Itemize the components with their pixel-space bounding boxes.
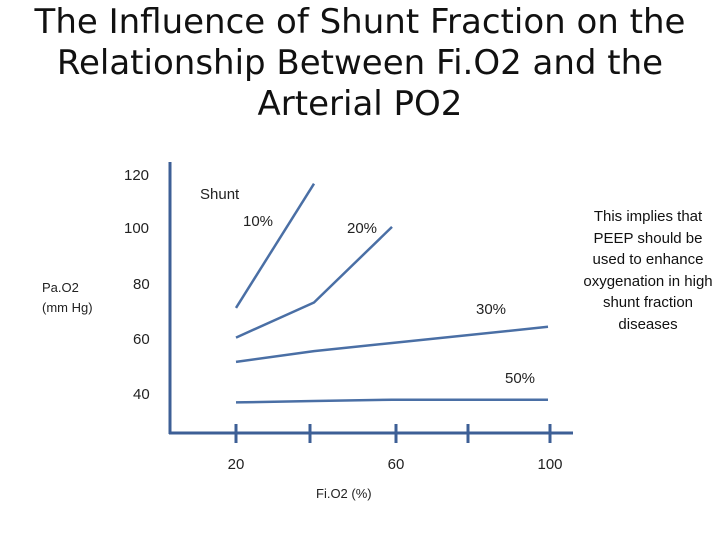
chart-title: The Influence of Shunt Fraction on the R…	[0, 2, 720, 125]
y-tick-labels: 120 100 80 60 40	[124, 167, 150, 403]
x-tick-label: 100	[537, 456, 562, 473]
annotation-note: This implies that PEEP should be used to…	[583, 208, 713, 333]
series-label-10: 10%	[243, 213, 273, 230]
legend-title: Shunt	[200, 186, 240, 203]
y-axis-label-line-1: Pa.O2	[42, 280, 79, 295]
title-line-1: The Influence of Shunt Fraction on the	[34, 2, 686, 42]
axes	[168, 162, 573, 443]
series-label-30: 30%	[476, 301, 506, 318]
x-axis-ticks	[234, 424, 552, 443]
series-line-4	[235, 398, 548, 404]
y-axis-label-line-2: (mm Hg)	[42, 300, 93, 315]
y-tick-label: 80	[133, 276, 150, 293]
series-line-2	[235, 226, 393, 339]
x-tick-label: 20	[228, 456, 245, 473]
series-label-50: 50%	[505, 370, 535, 387]
title-line-3: Arterial PO2	[257, 84, 463, 124]
series-label-20: 20%	[347, 220, 377, 237]
x-tick-labels: 20 60 100	[228, 456, 563, 473]
y-tick-label: 100	[124, 220, 149, 237]
y-tick-label: 60	[133, 331, 150, 348]
y-tick-label: 120	[124, 167, 149, 184]
x-tick-label: 60	[388, 456, 405, 473]
title-line-2: Relationship Between Fi.O2 and the	[56, 43, 664, 83]
series-lines	[234, 183, 549, 404]
series-line-3	[235, 325, 549, 364]
y-tick-label: 40	[133, 386, 150, 403]
series-line-1	[234, 183, 316, 309]
x-axis-label: Fi.O2 (%)	[316, 486, 372, 501]
